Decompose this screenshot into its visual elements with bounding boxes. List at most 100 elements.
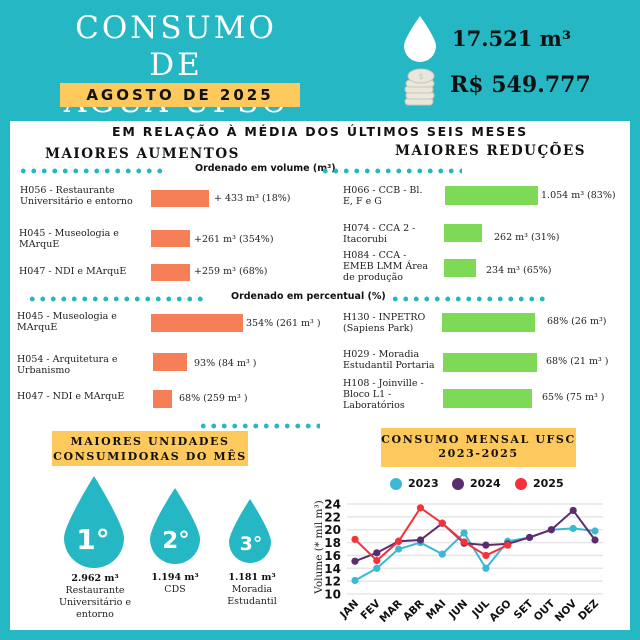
x-tick-label: AGO: [487, 598, 514, 625]
reduction-value: 68% (21 m³ ): [546, 356, 609, 367]
chart-title-line-2: 2023-2025: [438, 447, 519, 460]
data-point-2024: [482, 541, 490, 549]
rank-1-name: Restaurante Universitário e entorno: [58, 585, 132, 620]
series-line-2025: [354, 506, 509, 562]
data-point-2023: [569, 524, 577, 533]
reductions-heading: MAIORES REDUÇÕES: [395, 143, 586, 159]
increase-bar: [153, 353, 187, 371]
reduction-bar: [444, 224, 482, 242]
legend-item-2025: 2025: [515, 477, 564, 490]
y-tick-label: 10: [324, 588, 341, 602]
x-tick-label: SET: [512, 597, 537, 622]
coins-stack-icon: $: [404, 68, 435, 106]
reduction-unit-label: H084 - CCA - EMEB LMM Área de produção: [343, 250, 429, 283]
increase-bar: [151, 230, 190, 247]
x-tick-label: MAI: [424, 598, 448, 622]
x-tick-label: NOV: [553, 597, 580, 624]
legend-swatch: [390, 477, 402, 490]
svg-text:$: $: [418, 72, 423, 81]
top-consumers-title-line-1: MAIORES UNIDADES: [70, 435, 230, 448]
data-point-2025: [373, 556, 381, 565]
rank-2-label: 2°: [162, 528, 190, 554]
data-point-2024: [591, 536, 599, 544]
data-point-2024: [569, 506, 577, 515]
dotted-divider: [390, 296, 550, 302]
rank-3-drop-icon: 3°: [229, 499, 271, 563]
legend-swatch: [515, 477, 527, 490]
reduction-bar: [443, 353, 537, 372]
top-consumers-title: MAIORES UNIDADES CONSUMIDORAS DO MÊS: [52, 431, 248, 466]
rank-1-value: 2.962 m³: [71, 573, 119, 584]
x-tick-label: JUN: [446, 598, 470, 622]
rank-1-label: 1°: [76, 523, 109, 556]
rank-3-value: 1.181 m³: [228, 572, 276, 583]
series-line-2023: [354, 527, 596, 582]
y-tick-label: 18: [324, 536, 341, 550]
x-tick-label: DEZ: [576, 597, 601, 622]
comparison-subtitle: EM RELAÇÃO À MÉDIA DOS ÚLTIMOS SEIS MESE…: [112, 124, 528, 139]
data-point-2023: [373, 564, 381, 572]
data-point-2023: [460, 529, 468, 537]
y-tick-label: 22: [324, 510, 341, 524]
sort-by-volume-label: Ordenado em volume (m³): [195, 163, 336, 174]
y-tick-label: 14: [324, 562, 341, 576]
legend-item-2024: 2024: [452, 477, 501, 490]
legend-swatch: [452, 477, 464, 490]
increase-value: 68% (259 m³ ): [179, 393, 248, 404]
reduction-value: 234 m³ (65%): [486, 265, 552, 276]
increase-unit-label: H045 - Museologia e MArquE: [19, 228, 119, 250]
reduction-value: 65% (75 m³ ): [542, 392, 605, 403]
dotted-divider: [320, 168, 462, 174]
y-axis-label: Volume (* mil m³): [313, 500, 325, 595]
reduction-bar: [443, 389, 532, 408]
increase-unit-label: H054 - Arquitetura e Urbanismo: [17, 354, 118, 376]
title-line-1: CONSUMO DE: [75, 10, 277, 83]
legend-label: 2023: [408, 477, 439, 490]
increase-value: +259 m³ (68%): [194, 266, 268, 277]
data-point-2024: [373, 549, 381, 557]
data-point-2025: [395, 537, 403, 545]
data-point-2024: [416, 536, 425, 544]
rank-2-value: 1.194 m³: [151, 572, 199, 583]
rank-2-name: CDS: [164, 584, 186, 595]
increase-value: +261 m³ (354%): [194, 234, 274, 245]
increase-value: 93% (84 m³ ): [194, 358, 257, 369]
legend-label: 2025: [533, 477, 564, 490]
data-point-2025: [504, 541, 512, 549]
legend-label: 2024: [470, 477, 501, 490]
y-tick-label: 20: [324, 523, 341, 537]
y-tick-label: 12: [324, 575, 341, 589]
rank-3-name: Moradia Estudantil: [227, 584, 277, 607]
increase-unit-label: H056 - Restaurante Universitário e entor…: [20, 185, 133, 207]
reduction-unit-label: H074 - CCA 2 - Itacorubi: [343, 223, 416, 245]
data-point-2025: [438, 519, 446, 527]
y-tick-label: 16: [324, 549, 341, 563]
data-point-2023: [395, 545, 403, 553]
increase-value: + 433 m³ (18%): [214, 193, 291, 204]
increase-bar: [153, 390, 172, 408]
dotted-divider: [27, 296, 207, 302]
legend-item-2023: 2023: [390, 477, 439, 490]
data-point-2024: [525, 533, 534, 542]
increase-unit-label: H047 - NDI e MArquE: [17, 391, 125, 402]
data-point-2024: [547, 526, 555, 534]
monthly-volume: 17.521 m³: [452, 26, 572, 51]
reduction-bar: [442, 313, 535, 332]
top-consumers-title-line-2: CONSUMIDORAS DO MÊS: [53, 450, 247, 463]
reduction-value: 1.054 m³ (83%): [541, 190, 616, 201]
chart-title: CONSUMO MENSAL UFSC 2023-2025: [381, 428, 576, 467]
reduction-bar: [445, 186, 538, 205]
monthly-cost: R$ 549.777: [450, 72, 591, 98]
reduction-unit-label: H130 - INPETRO (Sapiens Park): [343, 312, 426, 334]
water-drop-icon: [404, 16, 436, 62]
series-line-2024: [354, 508, 596, 563]
reduction-unit-label: H029 - Moradia Estudantil Portaria: [343, 349, 435, 371]
reduction-value: 262 m³ (31%): [494, 232, 560, 243]
y-tick-label: 24: [324, 498, 341, 512]
data-point-2023: [438, 550, 446, 558]
data-point-2025: [416, 504, 425, 512]
data-point-2025: [460, 538, 468, 546]
data-point-2025: [482, 551, 490, 560]
reduction-unit-label: H108 - Joinville - Bloco L1 - Laboratóri…: [343, 378, 424, 411]
